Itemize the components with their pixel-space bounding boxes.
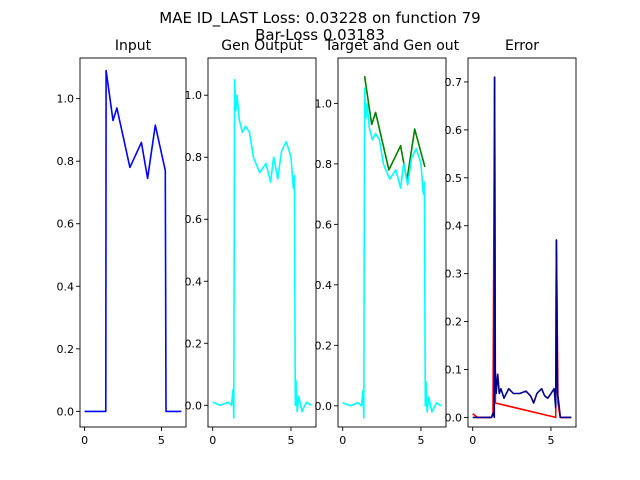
subplot-title: Gen Output: [221, 38, 303, 54]
subplot-title: Error: [505, 38, 539, 54]
suptitle-line-2: Bar-Loss 0.03183: [255, 26, 385, 44]
suptitle-line-1: MAE ID_LAST Loss: 0.03228 on function 79: [159, 9, 480, 28]
series-line-2: [342, 87, 442, 419]
y-tick-label: 0.2: [315, 339, 333, 352]
y-tick-label: 0.6: [445, 124, 463, 137]
subplot-3: 0 5 0.0 0.2 0.4 0.6 0.8 1.0 Target and Gen out: [315, 38, 460, 447]
y-tick-label: 0.1: [445, 363, 463, 376]
y-tick-label: 0.0: [445, 411, 463, 424]
y-tick-label: 0.4: [445, 220, 463, 233]
x-tick-label: 0: [81, 434, 88, 447]
subplot-2: 0 5 0.0 0.2 0.4 0.6 0.8 1.0 Gen Output: [185, 38, 317, 447]
y-tick-label: 1.0: [185, 89, 203, 102]
axes-frame: [337, 57, 447, 428]
y-tick-label: 0.8: [57, 155, 75, 168]
subplot-4: 0 5 0.0 0.1 0.2 0.3 0.4 0.5 0.6 0.7 Error: [445, 38, 577, 447]
y-tick-label: 0.5: [445, 172, 463, 185]
axes-frame: [467, 57, 577, 428]
series-line-1: [363, 75, 426, 182]
series-line-2: [472, 76, 572, 419]
y-tick-label: 0.4: [185, 275, 203, 288]
axes-frame: [79, 57, 187, 428]
x-tick-label: 5: [547, 434, 554, 447]
subplot-1: 0 5 0.0 0.2 0.4 0.6 0.8 1.0 Input: [57, 38, 187, 447]
x-tick-label: 5: [158, 434, 165, 447]
y-tick-label: 0.2: [185, 337, 203, 350]
x-tick-label: 5: [287, 434, 294, 447]
series-line-1: [84, 69, 182, 413]
y-tick-label: 0.7: [445, 76, 463, 89]
y-tick-label: 0.3: [445, 268, 463, 281]
y-tick-label: 0.6: [57, 218, 75, 231]
axes-frame: [207, 57, 317, 428]
y-tick-label: 0.4: [315, 279, 333, 292]
x-tick-label: 0: [469, 434, 476, 447]
subplot-title: Input: [115, 38, 152, 54]
series-line-1: [212, 78, 312, 419]
y-tick-label: 0.0: [185, 399, 203, 412]
y-tick-label: 0.0: [57, 405, 75, 418]
y-tick-label: 0.8: [315, 158, 333, 171]
x-tick-label: 5: [417, 434, 424, 447]
y-tick-label: 1.0: [57, 93, 75, 106]
x-tick-label: 0: [339, 434, 346, 447]
y-tick-label: 0.6: [315, 218, 333, 231]
y-tick-label: 0.8: [185, 151, 203, 164]
y-tick-label: 0.2: [57, 343, 75, 356]
y-tick-label: 0.6: [185, 213, 203, 226]
x-tick-label: 0: [209, 434, 216, 447]
y-tick-label: 0.2: [445, 316, 463, 329]
y-tick-label: 0.0: [315, 400, 333, 413]
subplot-title: Target and Gen out: [324, 38, 460, 54]
y-tick-label: 0.4: [57, 280, 75, 293]
y-tick-label: 1.0: [315, 97, 333, 110]
